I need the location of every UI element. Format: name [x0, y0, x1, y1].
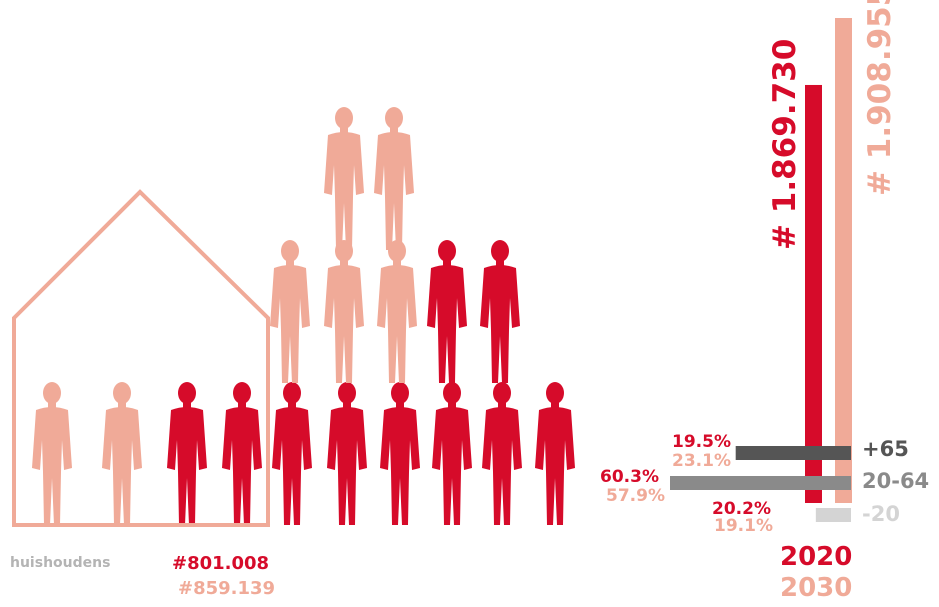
person-figure [427, 240, 467, 383]
person-figure [482, 382, 522, 525]
person-figure [327, 382, 367, 525]
households-label: huishoudens [10, 555, 111, 571]
legend-year-2030: 2030 [780, 573, 853, 603]
person-figure [374, 107, 414, 250]
households-2030-value: #859.139 [178, 578, 276, 599]
age-bar-65-plus [735, 446, 851, 460]
age-65-plus-2020-pct: 19.5% [672, 432, 731, 452]
population-bars [805, 18, 852, 503]
population-2020-label: # 1.869.730 [767, 38, 803, 250]
person-figure [102, 382, 142, 525]
age-group-label-65-plus: +65 [862, 437, 909, 461]
age-group-bars [670, 446, 851, 522]
person-figure [32, 382, 72, 525]
population-2030-label: # 1.908.955 [862, 0, 898, 196]
person-figure [272, 382, 312, 525]
legend-year-2020: 2020 [780, 542, 853, 572]
age-group-label-under-20: -20 [862, 502, 900, 526]
house-outline [12, 189, 270, 527]
person-figure [167, 382, 207, 525]
age-under-20-2030-pct: 19.1% [714, 516, 773, 536]
person-figure [377, 240, 417, 383]
person-figure [380, 382, 420, 525]
age-under-20-2020-pct: 20.2% [712, 499, 771, 519]
age-bar-20-64 [670, 476, 851, 490]
age-65-plus-2030-pct: 23.1% [672, 451, 731, 471]
people-figures [32, 107, 575, 525]
age-group-label-20-64: 20-64 [862, 469, 930, 493]
person-figure [324, 240, 364, 383]
households-2020-value: #801.008 [172, 553, 270, 574]
population-bar-2020 [805, 84, 822, 503]
age-bar-under-20 [815, 508, 851, 522]
person-figure [324, 107, 364, 250]
age-20-64-2020-pct: 60.3% [600, 467, 659, 487]
population-bar-2030 [835, 18, 852, 503]
person-figure [270, 240, 310, 383]
person-figure [432, 382, 472, 525]
person-figure [222, 382, 262, 525]
person-figure [535, 382, 575, 525]
age-20-64-2030-pct: 57.9% [606, 486, 665, 506]
person-figure [480, 240, 520, 383]
